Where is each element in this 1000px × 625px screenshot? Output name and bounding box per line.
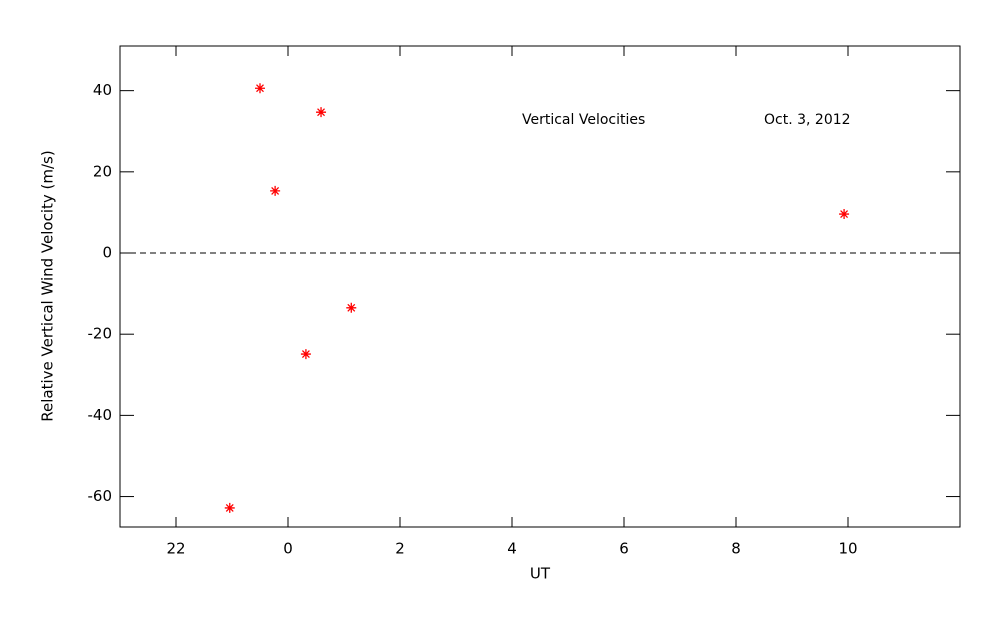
- data-point: [839, 209, 850, 220]
- data-point: [300, 349, 311, 360]
- data-point: [224, 502, 235, 513]
- annotation: Vertical Velocities: [522, 112, 645, 128]
- x-tick-label: 0: [283, 540, 293, 558]
- y-tick-label: -60: [88, 487, 113, 505]
- x-axis-label: UT: [530, 565, 551, 583]
- data-point: [316, 107, 327, 118]
- x-tick-label: 2: [395, 540, 405, 558]
- y-axis-label: Relative Vertical Wind Velocity (m/s): [39, 150, 57, 421]
- x-tick-label: 4: [507, 540, 517, 558]
- data-point: [270, 185, 281, 196]
- x-tick-label: 10: [838, 540, 857, 558]
- y-tick-label: -20: [88, 325, 113, 343]
- y-tick-label: -40: [88, 406, 113, 424]
- data-point: [346, 302, 357, 313]
- x-tick-label: 8: [731, 540, 741, 558]
- x-tick-label: 22: [166, 540, 185, 558]
- x-tick-label: 6: [619, 540, 629, 558]
- y-tick-label: 40: [93, 81, 112, 99]
- annotation: Oct. 3, 2012: [764, 112, 851, 128]
- y-tick-label: 0: [102, 244, 112, 262]
- y-tick-label: 20: [93, 162, 112, 180]
- data-point: [255, 83, 265, 94]
- plot-frame: [119, 45, 961, 528]
